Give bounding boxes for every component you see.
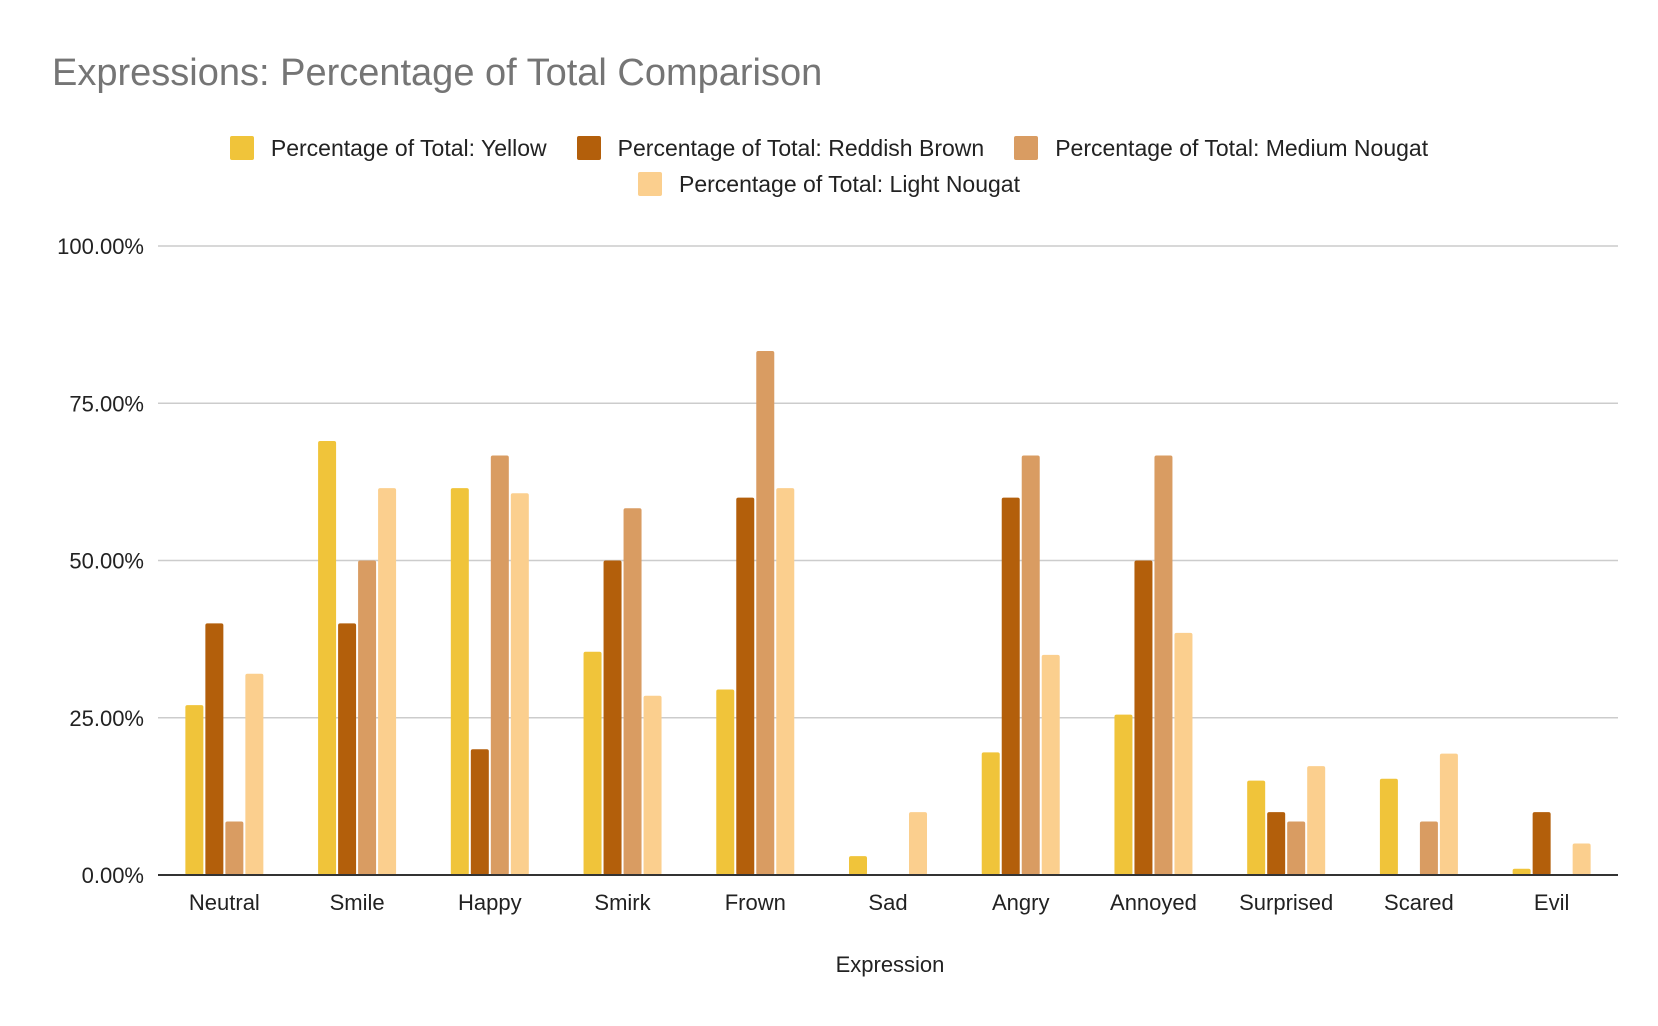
y-tick-label: 50.00%: [69, 549, 144, 574]
y-tick-label: 100.00%: [57, 234, 144, 259]
bar-happy-series-3[interactable]: [490, 455, 509, 875]
bar-scared-series-1[interactable]: [1379, 778, 1398, 875]
bar-evil-series-1[interactable]: [1512, 868, 1531, 875]
legend-swatch-medium-nougat: [1014, 136, 1039, 160]
bar-angry-series-1[interactable]: [981, 752, 1000, 875]
legend-swatch-reddish-brown: [576, 136, 601, 160]
bar-happy-series-2[interactable]: [470, 749, 489, 875]
legend-label-medium-nougat: Percentage of Total: Medium Nougat: [1055, 134, 1429, 161]
bar-sad-series-4[interactable]: [909, 812, 927, 875]
legend: Percentage of Total: Yellow Percentage o…: [0, 130, 1658, 202]
bar-smirk-series-3[interactable]: [623, 508, 642, 875]
x-tick-label: Scared: [1384, 890, 1454, 915]
x-tick-label: Neutral: [189, 890, 260, 915]
bar-annoyed-series-3[interactable]: [1154, 455, 1173, 875]
x-tick-label: Surprised: [1239, 890, 1333, 915]
bar-smile-series-1[interactable]: [318, 440, 337, 875]
y-tick-label: 75.00%: [69, 391, 144, 416]
bar-angry-series-4[interactable]: [1041, 654, 1060, 875]
legend-item-light-nougat[interactable]: Percentage of Total: Light Nougat: [638, 171, 1020, 198]
bar-scared-series-3[interactable]: [1419, 821, 1438, 875]
bar-neutral-series-3[interactable]: [225, 821, 244, 875]
bar-happy-series-4[interactable]: [510, 493, 529, 875]
bar-surprised-series-1[interactable]: [1247, 780, 1266, 875]
chart-title: Expressions: Percentage of Total Compari…: [52, 52, 823, 94]
bar-annoyed-series-2[interactable]: [1134, 560, 1153, 876]
bar-angry-series-2[interactable]: [1001, 497, 1020, 875]
bar-scared-series-4[interactable]: [1439, 753, 1458, 875]
bar-annoyed-series-4[interactable]: [1174, 632, 1193, 875]
bar-neutral-series-2[interactable]: [205, 623, 224, 875]
y-tick-label: 0.00%: [82, 863, 144, 888]
legend-swatch-yellow: [229, 136, 254, 160]
legend-label-yellow: Percentage of Total: Yellow: [270, 134, 547, 161]
bar-smile-series-3[interactable]: [358, 560, 377, 876]
bar-smirk-series-4[interactable]: [643, 695, 662, 875]
legend-swatch-light-nougat: [638, 172, 662, 196]
x-tick-label: Smirk: [594, 890, 651, 915]
bar-neutral-series-4[interactable]: [245, 673, 264, 875]
legend-label-light-nougat: Percentage of Total: Light Nougat: [679, 170, 1020, 197]
bar-smirk-series-1[interactable]: [583, 651, 602, 875]
bar-frown-series-1[interactable]: [716, 689, 735, 875]
legend-item-medium-nougat[interactable]: Percentage of Total: Medium Nougat: [1014, 135, 1428, 162]
legend-row: Percentage of Total: Light Nougat: [0, 166, 1658, 202]
bar-smirk-series-2[interactable]: [603, 560, 622, 876]
legend-item-reddish-brown[interactable]: Percentage of Total: Reddish Brown: [576, 134, 985, 162]
bar-sad-series-1[interactable]: [849, 856, 867, 875]
x-tick-label: Angry: [992, 890, 1049, 915]
bar-frown-series-4[interactable]: [776, 488, 795, 875]
x-tick-label: Smile: [330, 890, 385, 915]
x-tick-label: Frown: [725, 890, 786, 915]
bar-surprised-series-4[interactable]: [1307, 766, 1326, 875]
bar-smile-series-2[interactable]: [338, 623, 357, 875]
x-tick-label: Annoyed: [1110, 890, 1197, 915]
y-tick-label: 25.00%: [69, 706, 144, 731]
x-tick-label: Happy: [458, 890, 522, 915]
bar-smile-series-4[interactable]: [378, 488, 397, 875]
bar-happy-series-1[interactable]: [450, 488, 469, 875]
gridlines: [158, 245, 1618, 719]
x-axis-title: Expression: [835, 952, 945, 977]
bar-frown-series-2[interactable]: [736, 497, 755, 875]
bar-annoyed-series-1[interactable]: [1114, 714, 1133, 875]
x-tick-label: Evil: [1534, 890, 1569, 915]
bar-surprised-series-3[interactable]: [1287, 821, 1306, 875]
x-tick-label: Sad: [868, 890, 907, 915]
bar-evil-series-4[interactable]: [1572, 843, 1591, 875]
legend-item-yellow[interactable]: Percentage of Total: Yellow: [229, 134, 547, 162]
legend-row: Percentage of Total: Yellow Percentage o…: [0, 130, 1658, 166]
bar-evil-series-2[interactable]: [1532, 812, 1551, 875]
legend-label-reddish-brown: Percentage of Total: Reddish Brown: [617, 134, 985, 161]
bar-neutral-series-1[interactable]: [185, 705, 204, 875]
bar-angry-series-3[interactable]: [1021, 455, 1040, 875]
bar-surprised-series-2[interactable]: [1267, 812, 1286, 875]
tick-labels: 0.00% 25.00% 50.00% 75.00% 100.00% Neutral Smi…: [57, 234, 1569, 915]
bars: [185, 351, 1591, 876]
bar-frown-series-3[interactable]: [756, 351, 775, 876]
